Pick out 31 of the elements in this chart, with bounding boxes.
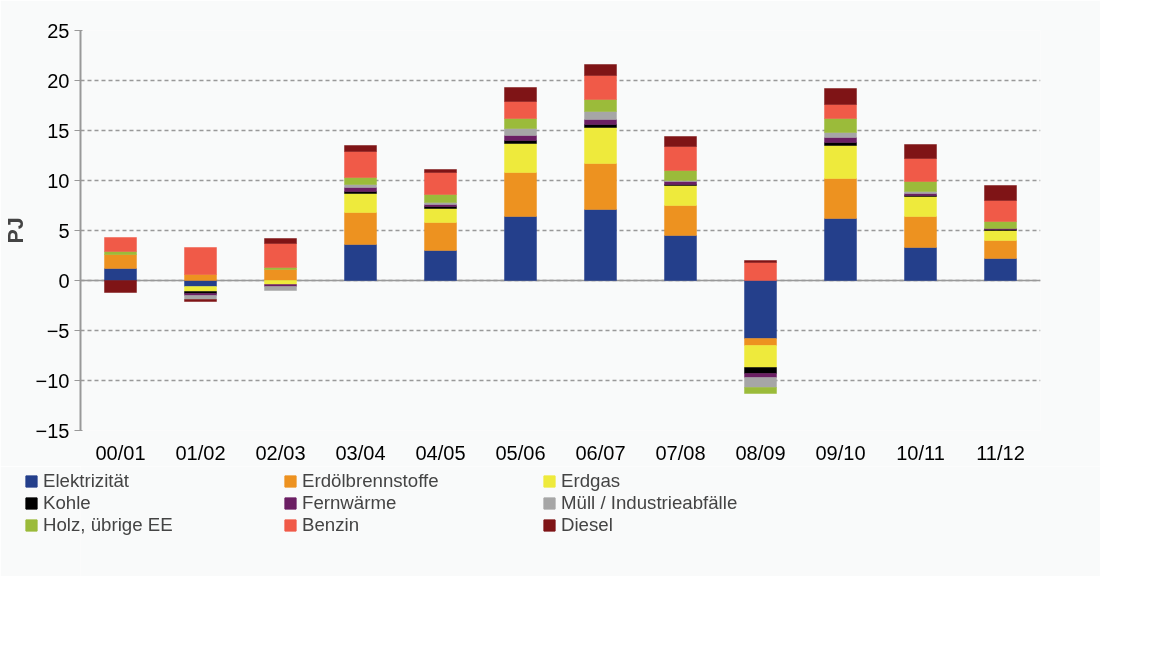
x-tick-label: 07/08 bbox=[655, 441, 706, 464]
y-tick-label: 25 bbox=[47, 19, 70, 42]
y-tick-label: −10 bbox=[35, 369, 70, 392]
y-tick-label: −5 bbox=[46, 319, 70, 342]
x-tick-label: 06/07 bbox=[575, 441, 626, 464]
y-tick-label: 5 bbox=[58, 219, 70, 242]
y-tick-label: 0 bbox=[58, 269, 70, 292]
x-tick-label: 11/12 bbox=[976, 441, 1025, 464]
y-tick-label: 20 bbox=[47, 69, 70, 92]
x-tick-label: 04/05 bbox=[415, 441, 466, 464]
y-tick-label: 10 bbox=[47, 169, 70, 192]
legend-label: Erdgas bbox=[561, 470, 622, 492]
x-tick-label: 02/03 bbox=[255, 441, 306, 464]
x-tick-label: 00/01 bbox=[95, 441, 146, 464]
legend-label: Benzin bbox=[302, 514, 361, 536]
x-tick-label: 05/06 bbox=[495, 441, 546, 464]
x-tick-label: 10/11 bbox=[896, 441, 945, 464]
y-tick-label: 15 bbox=[47, 119, 70, 142]
x-tick-label: 03/04 bbox=[335, 441, 386, 464]
legend-label: Kohle bbox=[43, 492, 92, 514]
legend-label: Holz, übrige EE bbox=[43, 514, 174, 536]
x-tick-label: 08/09 bbox=[735, 441, 786, 464]
x-tick-label: 01/02 bbox=[175, 441, 226, 464]
y-axis-title: PJ bbox=[3, 217, 28, 244]
x-tick-label: 09/10 bbox=[815, 441, 866, 464]
y-tick-label: −15 bbox=[35, 419, 70, 442]
legend-label: Elektrizität bbox=[43, 470, 131, 492]
legend-label: Diesel bbox=[561, 514, 614, 536]
legend-label: Müll / Industrieabfälle bbox=[561, 492, 739, 514]
legend-label: Fernwärme bbox=[302, 492, 398, 514]
legend-label: Erdölbrennstoffe bbox=[302, 470, 440, 492]
